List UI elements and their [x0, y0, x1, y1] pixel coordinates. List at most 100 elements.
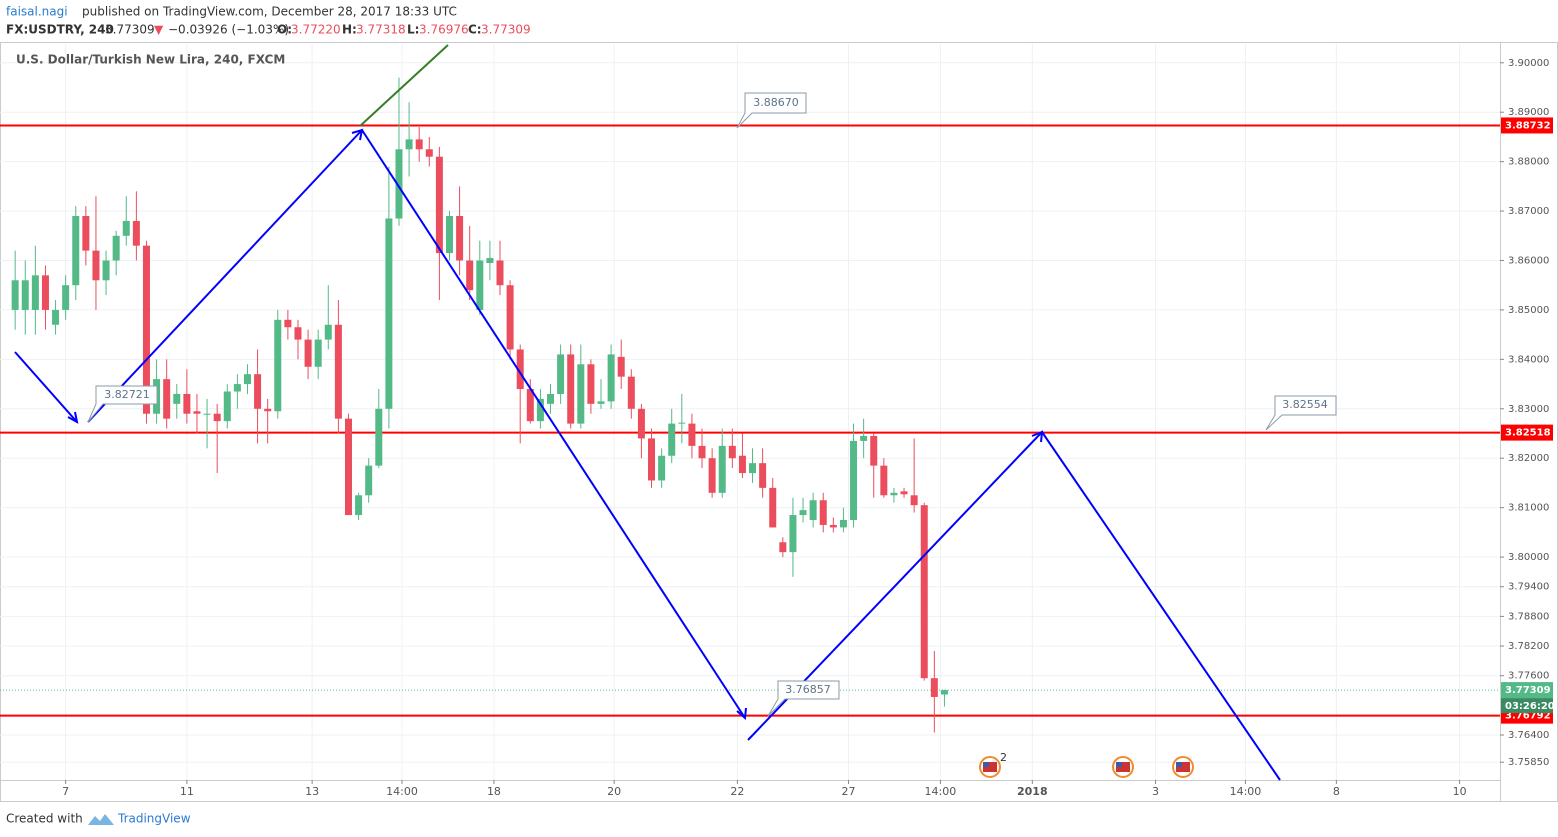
- candle-body: [163, 379, 171, 419]
- candle-body: [294, 327, 302, 340]
- callouts: 3.88670 3.82721 3.82554 3.76857: [87, 92, 1337, 717]
- h-label: H:: [342, 23, 357, 37]
- candle-body: [324, 324, 332, 340]
- candle-body: [597, 401, 605, 404]
- levels: [0, 124, 1500, 717]
- current-price-bg: [1501, 682, 1553, 699]
- x-tick-label: 20: [607, 785, 621, 798]
- candle-body: [193, 411, 201, 414]
- symbol: FX:USDTRY, 240: [6, 23, 114, 37]
- candle-body: [738, 455, 746, 474]
- events: 2: [979, 751, 1194, 778]
- candle-body: [860, 435, 868, 441]
- candle-body: [355, 495, 363, 516]
- x-tick-label: 18: [487, 785, 501, 798]
- y-tick-label: 3.89000: [1508, 107, 1549, 118]
- y-tick-label: 3.86000: [1508, 255, 1549, 266]
- arrow-head: [67, 411, 79, 424]
- brand[interactable]: TradingView: [117, 812, 191, 826]
- x-tick-label: 11: [180, 785, 194, 798]
- candle-body: [759, 463, 767, 488]
- flag: [983, 762, 997, 772]
- x-tick-label: 14:00: [386, 785, 418, 798]
- x-tick-label: 13: [305, 785, 319, 798]
- candle-body: [769, 487, 777, 528]
- candle-body: [112, 235, 120, 261]
- candle-body: [395, 149, 403, 219]
- candle-body: [304, 339, 312, 367]
- candle-body: [779, 542, 787, 553]
- candle-body: [466, 260, 474, 291]
- candle-body: [52, 309, 60, 325]
- candle-body: [698, 445, 706, 459]
- candle-body: [213, 413, 221, 422]
- candle-body: [264, 408, 272, 412]
- flag: [1176, 762, 1182, 767]
- grid: [0, 44, 1500, 780]
- candle-body: [11, 280, 19, 310]
- candle-body: [102, 260, 110, 281]
- author[interactable]: faisal.nagi: [6, 5, 68, 19]
- x-tick-label: 10: [1453, 785, 1467, 798]
- candle-body: [385, 218, 393, 409]
- callout-label: 3.82554: [1282, 398, 1328, 411]
- candle-body: [435, 156, 443, 254]
- l-label: L:: [407, 23, 419, 37]
- candle-body: [708, 458, 716, 493]
- y-tick-label: 3.88000: [1508, 157, 1549, 168]
- y-tick-label: 3.77600: [1508, 671, 1549, 682]
- x-tick-label: 3: [1152, 785, 1159, 798]
- symbol-line: FX:USDTRY, 240 3.77309 ▼ −0.03926 (−1.03…: [6, 23, 531, 37]
- candle-body: [637, 408, 645, 439]
- candle-body: [375, 408, 383, 466]
- candle-body: [880, 465, 888, 496]
- candle-body: [850, 440, 858, 521]
- candle-body: [223, 391, 231, 422]
- candle-body: [587, 364, 595, 404]
- candle-body: [516, 349, 524, 390]
- candle-body: [718, 445, 726, 493]
- candle-body: [496, 260, 504, 286]
- callout-label: 3.76857: [785, 683, 831, 696]
- candle-body: [749, 463, 757, 474]
- y-tick-label: 3.75850: [1508, 757, 1549, 768]
- candle-body: [415, 139, 423, 150]
- x-tick-label: 14:00: [1230, 785, 1262, 798]
- candle-body: [31, 275, 39, 310]
- candle-body: [648, 438, 656, 481]
- candle-body: [547, 393, 555, 404]
- candle-body: [506, 285, 514, 350]
- c-label: C:: [468, 23, 482, 37]
- y-tick-label: 3.82000: [1508, 453, 1549, 464]
- trend-arrow: [87, 129, 363, 423]
- y-tick-label: 3.78200: [1508, 641, 1549, 652]
- candle-body: [314, 339, 322, 367]
- flag: [1116, 762, 1122, 767]
- candle-body: [910, 495, 918, 506]
- y-tick-label: 3.78800: [1508, 611, 1549, 622]
- x-tick-label: 14:00: [925, 785, 957, 798]
- candle-body: [557, 354, 565, 394]
- candle-body: [284, 319, 292, 328]
- y-tick-label: 3.80000: [1508, 552, 1549, 563]
- y-tick-label: 3.79400: [1508, 582, 1549, 593]
- candle-body: [203, 413, 211, 415]
- callout-box: [87, 385, 158, 423]
- trend-line: [359, 44, 449, 127]
- candle-body: [577, 364, 585, 424]
- candle-body: [254, 374, 262, 409]
- h: 3.77318: [356, 23, 406, 37]
- candle-body: [476, 260, 484, 310]
- y-tick-label: 3.81000: [1508, 503, 1549, 514]
- y-tick-label: 3.90000: [1508, 58, 1549, 69]
- callout-label: 3.88670: [753, 96, 799, 109]
- candle-body: [233, 384, 241, 392]
- callout-box: [1265, 395, 1337, 431]
- candle-body: [405, 139, 413, 150]
- countdown: 03:26:20: [1505, 701, 1555, 712]
- candle-body: [21, 280, 29, 310]
- o-label: O:: [277, 23, 292, 37]
- candle-body: [142, 245, 150, 414]
- candle-body: [62, 285, 70, 310]
